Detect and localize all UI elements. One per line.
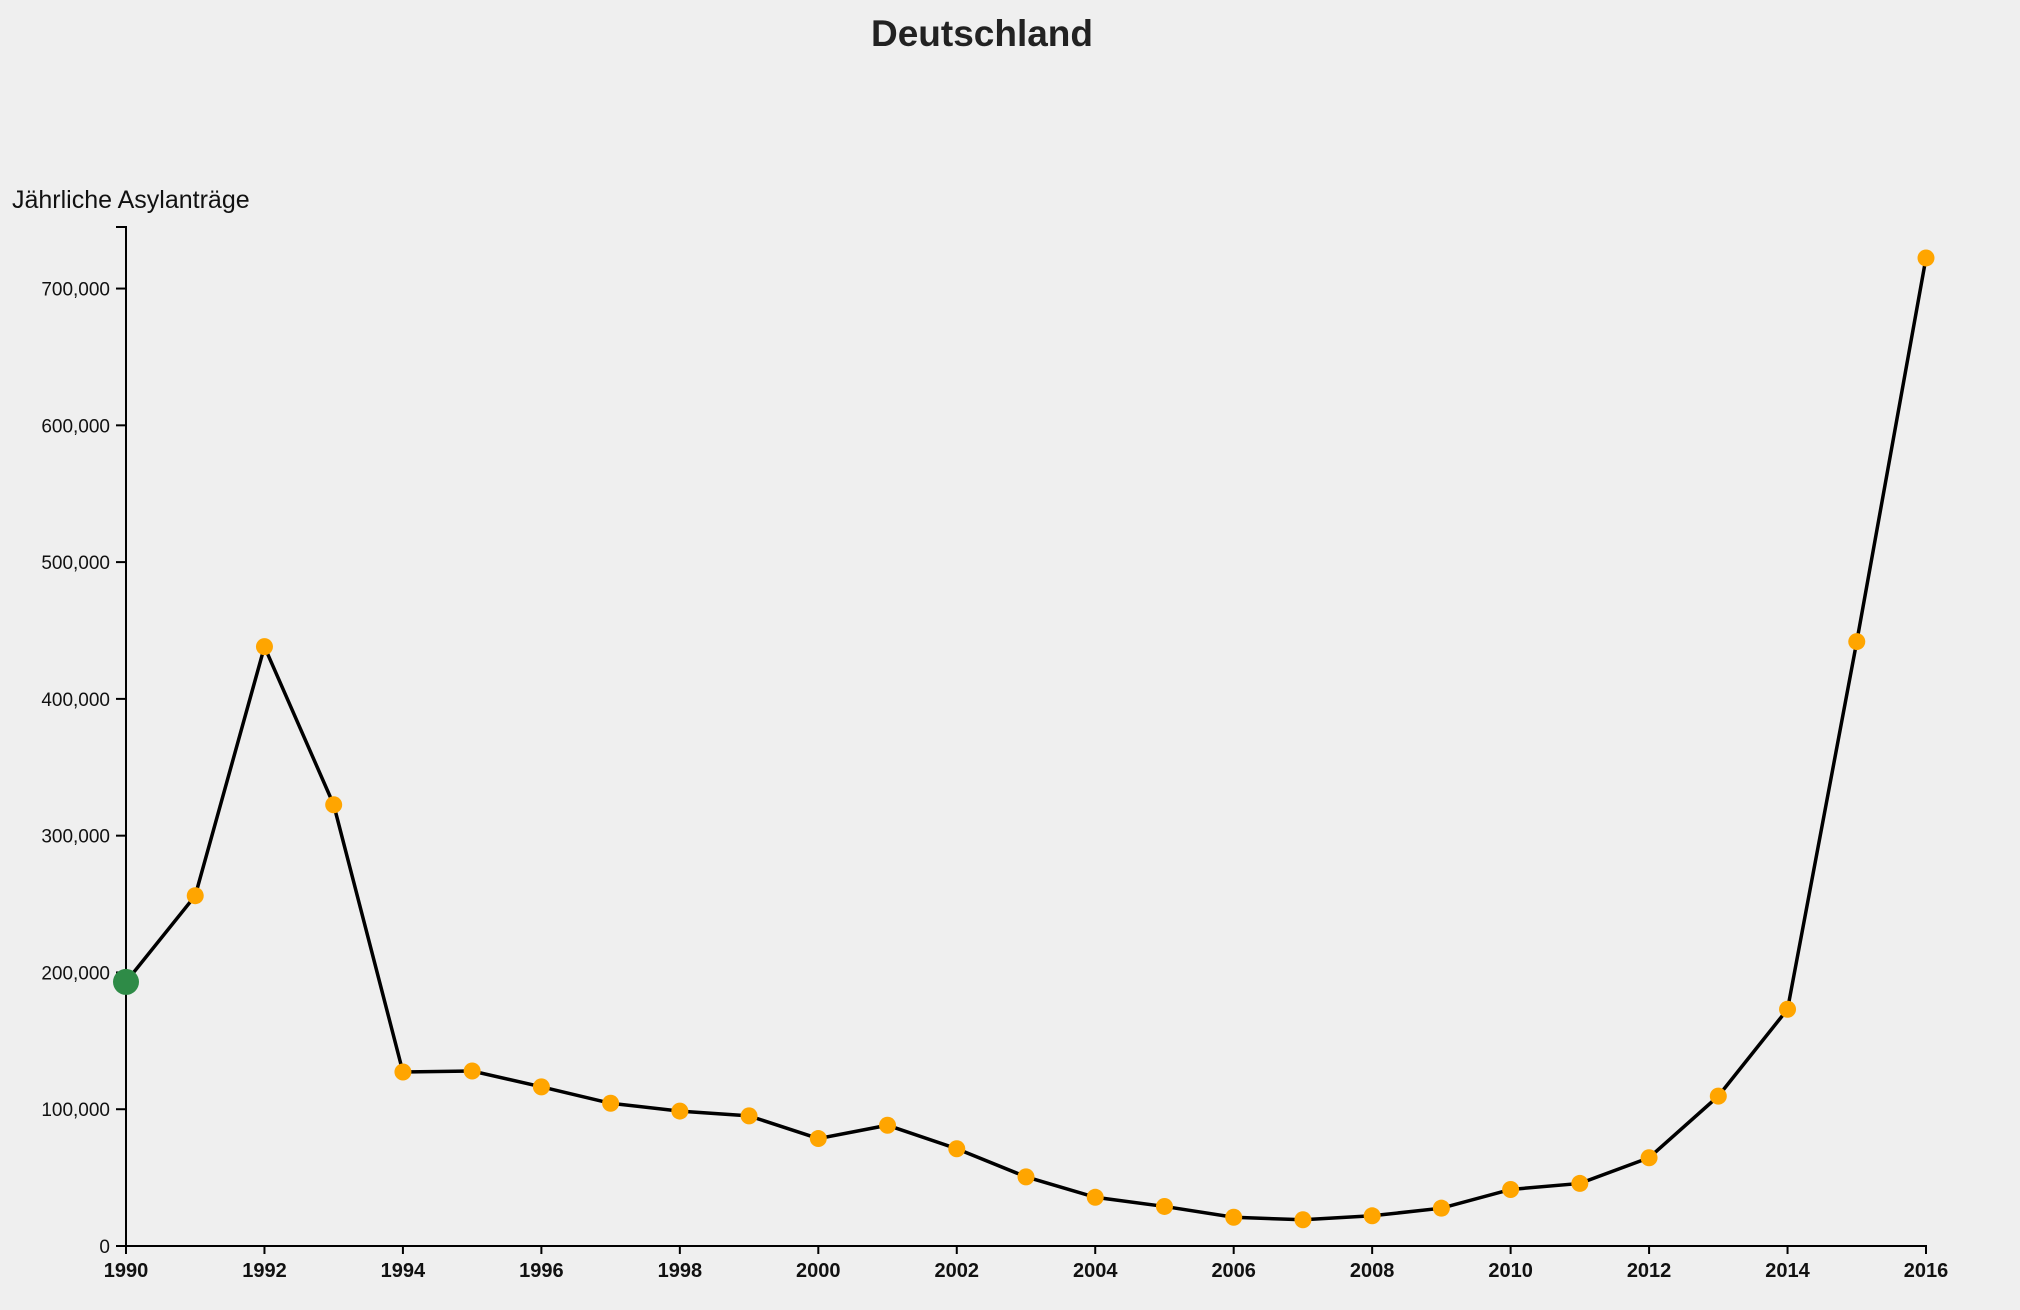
x-tick-label: 2016 xyxy=(1904,1260,1949,1282)
data-point[interactable] xyxy=(602,1094,620,1112)
x-tick-label: 1992 xyxy=(242,1260,287,1282)
x-tick-label: 2000 xyxy=(796,1260,841,1282)
y-axis-domain xyxy=(116,226,127,1247)
data-point[interactable] xyxy=(1640,1149,1658,1167)
data-point[interactable] xyxy=(1709,1087,1727,1105)
data-point[interactable] xyxy=(255,638,273,656)
data-point[interactable] xyxy=(740,1107,758,1125)
data-point[interactable] xyxy=(1017,1168,1035,1186)
data-point[interactable] xyxy=(948,1140,966,1158)
y-tick-label: 600,000 xyxy=(41,416,110,437)
x-tick-label: 2010 xyxy=(1488,1260,1533,1282)
y-tick-label: 0 xyxy=(99,1237,110,1258)
data-point[interactable] xyxy=(1917,249,1935,267)
data-point[interactable] xyxy=(879,1116,897,1134)
data-point[interactable] xyxy=(463,1062,481,1080)
x-axis: 1990 1992 1994 1996 1998 2000 2002 2004 2006 2008… xyxy=(104,1245,1949,1282)
data-point[interactable] xyxy=(809,1130,827,1148)
data-point[interactable] xyxy=(325,796,343,814)
x-tick-label: 1998 xyxy=(658,1260,703,1282)
data-point[interactable] xyxy=(1155,1197,1173,1215)
x-tick-label: 2008 xyxy=(1350,1260,1395,1282)
data-point[interactable] xyxy=(1571,1174,1589,1192)
y-axis: 0 100,000 200,000 300,000 400,000 500,000 600,… xyxy=(41,226,127,1258)
x-tick-label: 2002 xyxy=(935,1260,980,1282)
data-point[interactable] xyxy=(671,1102,689,1120)
x-tick-label: 2006 xyxy=(1211,1260,1256,1282)
data-points xyxy=(113,249,1935,1229)
y-tick-label: 400,000 xyxy=(41,690,110,711)
y-tick-label: 700,000 xyxy=(41,280,110,301)
data-point[interactable] xyxy=(532,1078,550,1096)
x-tick-label: 1994 xyxy=(381,1260,426,1282)
y-tick-label: 500,000 xyxy=(41,553,110,574)
x-tick-label: 2004 xyxy=(1073,1260,1118,1282)
data-point[interactable] xyxy=(1502,1180,1520,1198)
data-point[interactable] xyxy=(1294,1211,1312,1229)
data-point[interactable] xyxy=(1848,633,1866,651)
x-tick-label: 1990 xyxy=(104,1260,149,1282)
data-point[interactable] xyxy=(1432,1199,1450,1217)
data-point[interactable] xyxy=(394,1063,412,1081)
y-tick-label: 100,000 xyxy=(41,1100,110,1121)
y-tick-label: 200,000 xyxy=(41,963,110,984)
y-tick-label: 300,000 xyxy=(41,827,110,848)
data-point[interactable] xyxy=(1086,1188,1104,1206)
chart-title: Deutschland xyxy=(871,13,1093,54)
x-tick-label: 2012 xyxy=(1627,1260,1672,1282)
x-tick-label: 2014 xyxy=(1765,1260,1810,1282)
x-tick-label: 1996 xyxy=(519,1260,564,1282)
highlighted-data-point[interactable] xyxy=(113,968,139,995)
x-axis-domain xyxy=(125,1245,1927,1254)
y-axis-label: Jährliche Asylanträge xyxy=(12,186,250,214)
data-point[interactable] xyxy=(186,887,204,905)
data-point[interactable] xyxy=(1363,1207,1381,1225)
data-point[interactable] xyxy=(1225,1208,1243,1226)
data-point[interactable] xyxy=(1779,1000,1797,1018)
